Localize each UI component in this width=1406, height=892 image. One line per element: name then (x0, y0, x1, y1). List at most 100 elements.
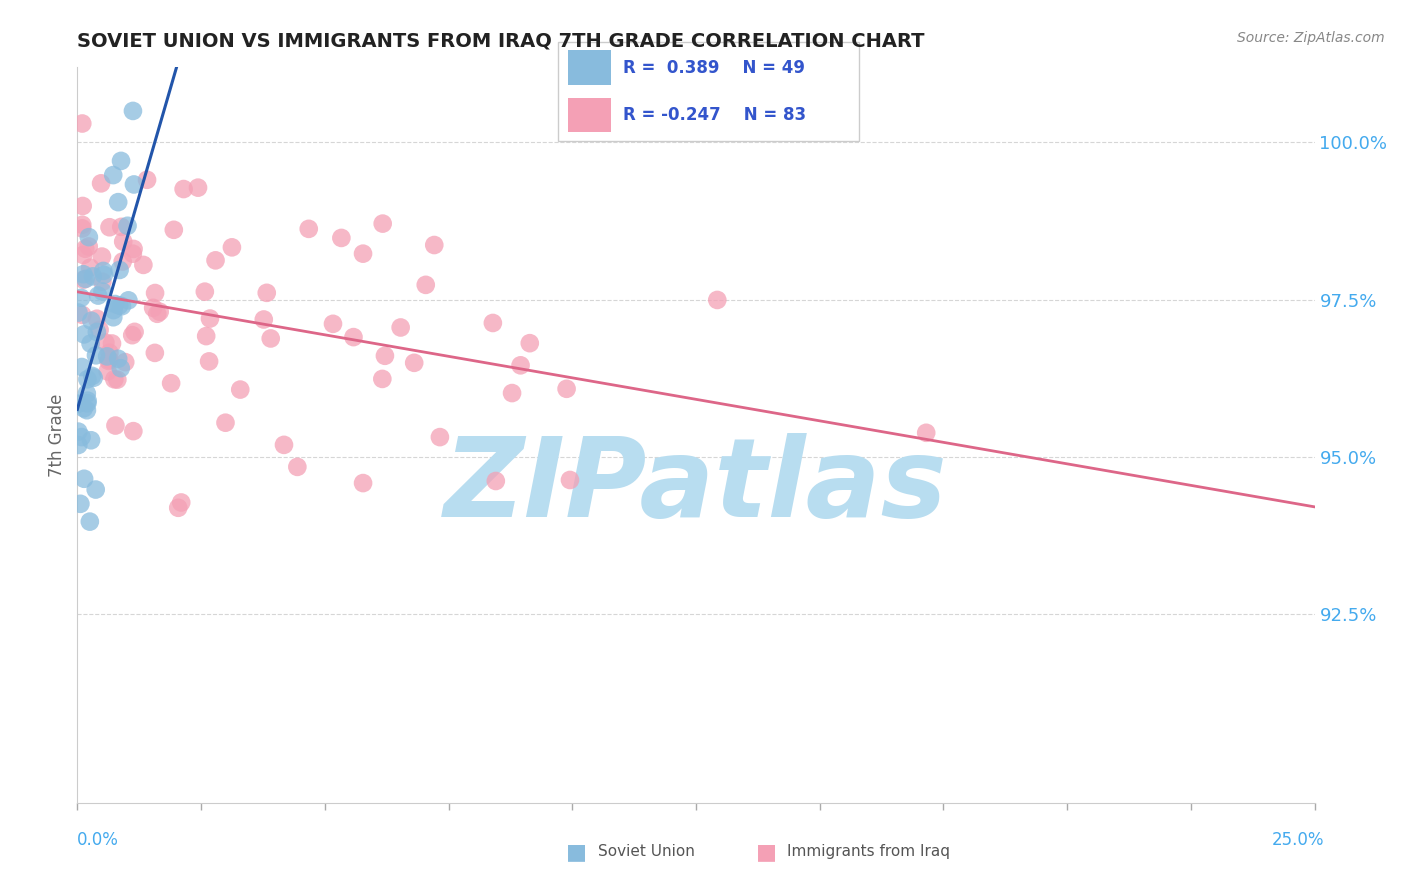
Point (103, 303, 125, 318)
Text: Soviet Union: Soviet Union (598, 845, 695, 859)
Point (72, 248, 94, 262)
Point (76, 403, 98, 417)
Point (72, 218, 94, 232)
Point (72, 199, 94, 213)
Point (187, 180, 209, 194)
Point (86, 311, 108, 326)
Point (76, 396, 98, 410)
Point (72, 272, 94, 286)
Point (352, 476, 374, 491)
Point (70, 291, 93, 305)
Point (352, 246, 374, 260)
Point (322, 317, 344, 331)
Point (72, 116, 94, 130)
Point (86, 325, 108, 339)
Point (389, 320, 412, 334)
Point (229, 383, 252, 397)
Point (519, 336, 541, 351)
Point (107, 351, 129, 366)
Point (404, 356, 426, 370)
Point (915, 425, 938, 440)
Point (97, 354, 120, 368)
Point (79, 336, 101, 351)
Point (67, 305, 90, 319)
Point (143, 286, 166, 301)
Point (101, 336, 124, 351)
Point (371, 372, 394, 386)
Point (72, 221, 94, 235)
Point (111, 299, 134, 313)
FancyBboxPatch shape (568, 97, 612, 132)
Point (706, 293, 728, 307)
Point (72, 308, 94, 322)
Point (371, 217, 394, 231)
Point (285, 459, 308, 474)
Point (167, 500, 190, 515)
Point (204, 253, 226, 268)
Point (485, 474, 508, 488)
Point (122, 178, 145, 192)
Point (198, 311, 221, 326)
Point (173, 182, 195, 196)
Point (273, 438, 295, 452)
Point (122, 242, 145, 256)
Point (107, 195, 129, 210)
Point (80, 434, 103, 448)
Point (98, 352, 121, 367)
Text: Immigrants from Iraq: Immigrants from Iraq (787, 845, 950, 859)
Point (79, 515, 101, 529)
Point (76, 393, 98, 408)
Point (112, 235, 135, 249)
Point (423, 238, 446, 252)
FancyBboxPatch shape (558, 42, 859, 141)
Point (163, 223, 186, 237)
Point (143, 346, 166, 360)
Point (67, 438, 90, 452)
Point (117, 293, 139, 308)
Point (73, 472, 96, 486)
Point (84, 483, 107, 497)
Point (108, 299, 131, 313)
Point (108, 263, 131, 277)
Point (91, 264, 114, 278)
Point (69, 497, 91, 511)
Point (87, 288, 110, 302)
Point (75, 242, 97, 256)
Point (256, 285, 278, 300)
Point (415, 277, 437, 292)
Text: R =  0.389    N = 49: R = 0.389 N = 49 (623, 59, 806, 77)
Point (482, 316, 505, 330)
Y-axis label: 7th Grade: 7th Grade (48, 393, 66, 476)
Point (97, 364, 120, 378)
Point (253, 312, 276, 326)
Point (136, 173, 159, 187)
Point (82, 368, 104, 383)
Point (198, 354, 221, 368)
Text: SOVIET UNION VS IMMIGRANTS FROM IRAQ 7TH GRADE CORRELATION CHART: SOVIET UNION VS IMMIGRANTS FROM IRAQ 7TH… (77, 31, 925, 50)
Point (103, 372, 125, 386)
Text: ■: ■ (567, 842, 586, 862)
Point (114, 355, 136, 369)
Point (260, 331, 283, 345)
Point (73, 327, 96, 342)
Text: ■: ■ (756, 842, 776, 862)
Point (104, 297, 127, 311)
Point (84, 348, 107, 362)
Point (146, 307, 169, 321)
Point (75, 272, 97, 286)
FancyBboxPatch shape (568, 50, 612, 86)
Point (79, 260, 101, 275)
Point (121, 328, 143, 343)
Point (91, 275, 114, 289)
Point (94, 335, 117, 350)
Point (67, 425, 90, 439)
Point (98, 345, 121, 359)
Point (110, 219, 132, 234)
Point (76, 372, 98, 386)
Point (124, 325, 146, 339)
Point (80, 314, 103, 328)
Point (82, 269, 104, 284)
Point (122, 103, 145, 118)
Point (83, 370, 105, 384)
Point (93, 268, 115, 282)
